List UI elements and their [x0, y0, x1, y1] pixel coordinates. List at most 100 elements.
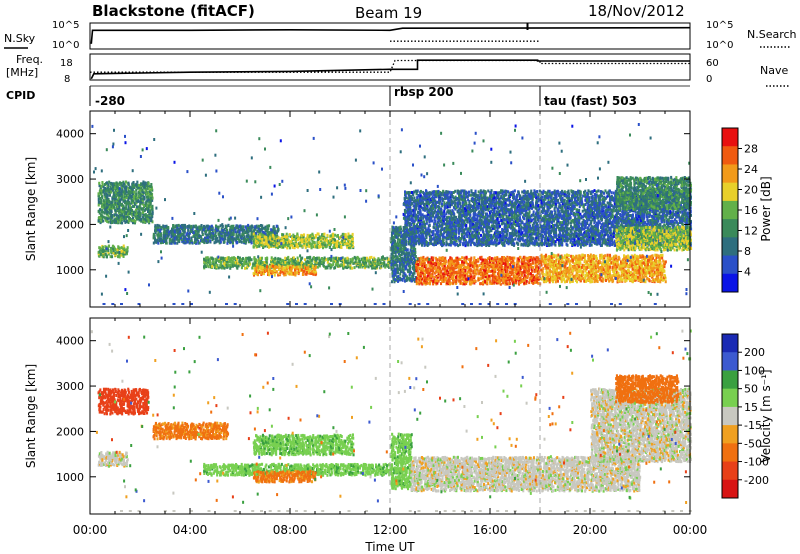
power-cell	[106, 220, 108, 223]
power-cell	[102, 220, 104, 223]
power-cell	[167, 226, 169, 229]
power-cell	[98, 246, 100, 249]
power-cell	[253, 233, 255, 236]
power-cell	[129, 204, 131, 207]
power-cell	[148, 182, 150, 185]
power-cell	[211, 225, 213, 228]
power-cell	[226, 229, 228, 232]
power-cell	[232, 242, 234, 245]
power-cell	[272, 234, 274, 237]
power-cell	[232, 225, 234, 228]
freq-series-1	[91, 60, 690, 78]
noise-right-tick-bottom: 10^0	[706, 40, 733, 51]
power-cell	[133, 191, 135, 194]
power-cell	[139, 206, 141, 209]
power-cell	[190, 225, 192, 228]
noise-left-tick-top: 10^5	[52, 20, 79, 31]
power-cell	[262, 241, 264, 244]
power-cell	[187, 229, 189, 232]
power-panel: 1000200030004000 Slant Range [km] 282420…	[24, 111, 773, 307]
power-cell	[188, 224, 190, 227]
power-cell	[128, 182, 130, 185]
freq-series-2	[90, 61, 690, 73]
power-cell	[247, 224, 249, 227]
power-cell	[188, 235, 190, 238]
power-cell	[215, 225, 217, 228]
power-cell	[148, 220, 150, 223]
cpid-segment-2: rbsp 200	[394, 85, 453, 99]
freq-panel-frame	[90, 54, 690, 80]
date-label: 18/Nov/2012	[588, 2, 685, 20]
power-cell	[140, 218, 142, 221]
power-cell	[192, 225, 194, 228]
power-cell	[144, 196, 146, 199]
power-cell	[195, 225, 197, 228]
power-cell	[214, 234, 216, 237]
power-cell	[255, 235, 257, 238]
power-cell	[131, 209, 133, 212]
power-cell	[125, 206, 127, 209]
power-cell	[184, 230, 186, 233]
power-cell	[150, 183, 152, 186]
power-cell	[129, 192, 131, 195]
power-cell	[251, 225, 253, 228]
freq-left-tick-top: 18	[60, 58, 73, 69]
power-cell	[139, 212, 141, 215]
power-cell	[136, 181, 138, 184]
power-cell	[123, 245, 125, 248]
power-band-4	[253, 232, 355, 249]
power-cell	[98, 182, 100, 185]
power-cell	[123, 183, 125, 186]
power-cell	[245, 225, 247, 228]
freq-left-tick-bottom: 8	[64, 74, 70, 85]
power-cell	[172, 224, 174, 227]
power-cell	[198, 225, 200, 228]
power-band-2	[98, 181, 154, 225]
power-cell	[218, 226, 220, 229]
noise-panel-frame	[90, 23, 690, 49]
power-cell	[236, 225, 238, 228]
power-cell	[166, 242, 168, 245]
power-cell	[200, 235, 202, 238]
power-cell	[262, 234, 264, 237]
power-cell	[113, 205, 115, 208]
nave-label: Nave	[760, 64, 788, 77]
power-cell	[257, 236, 259, 239]
power-cell	[98, 201, 100, 204]
power-cell	[270, 228, 272, 231]
power-cell	[209, 239, 211, 242]
power-cell	[242, 225, 244, 228]
power-cell	[126, 194, 128, 197]
power-cell	[101, 181, 103, 184]
power-cell	[186, 232, 188, 235]
power-cell	[207, 240, 209, 243]
cpid-segment-1: -280	[95, 94, 125, 108]
power-cell	[108, 245, 110, 248]
power-cell	[108, 181, 110, 184]
power-cell	[133, 219, 135, 222]
power-cell	[236, 241, 238, 244]
power-cell	[103, 186, 105, 189]
power-cell	[114, 248, 116, 251]
power-cell	[190, 236, 192, 239]
power-cell	[106, 210, 108, 213]
power-cell	[102, 211, 104, 214]
power-cell	[194, 236, 196, 239]
power-cell	[123, 255, 125, 258]
power-cell	[258, 225, 260, 228]
power-cell	[137, 199, 139, 202]
power-cell	[261, 238, 263, 241]
power-cell	[176, 242, 178, 245]
power-cell	[125, 181, 127, 184]
power-band-1	[98, 245, 129, 259]
power-cell	[119, 247, 121, 250]
power-cell	[205, 230, 207, 233]
power-cell	[142, 188, 144, 191]
freq-lines	[90, 60, 690, 78]
power-cell	[178, 224, 180, 227]
power-cell	[121, 246, 123, 249]
power-cell	[228, 224, 230, 227]
radar-summary-figure: Blackstone (fitACF) Beam 19 18/Nov/2012 …	[0, 0, 800, 554]
power-cell	[127, 246, 129, 249]
power-cell	[121, 182, 123, 185]
